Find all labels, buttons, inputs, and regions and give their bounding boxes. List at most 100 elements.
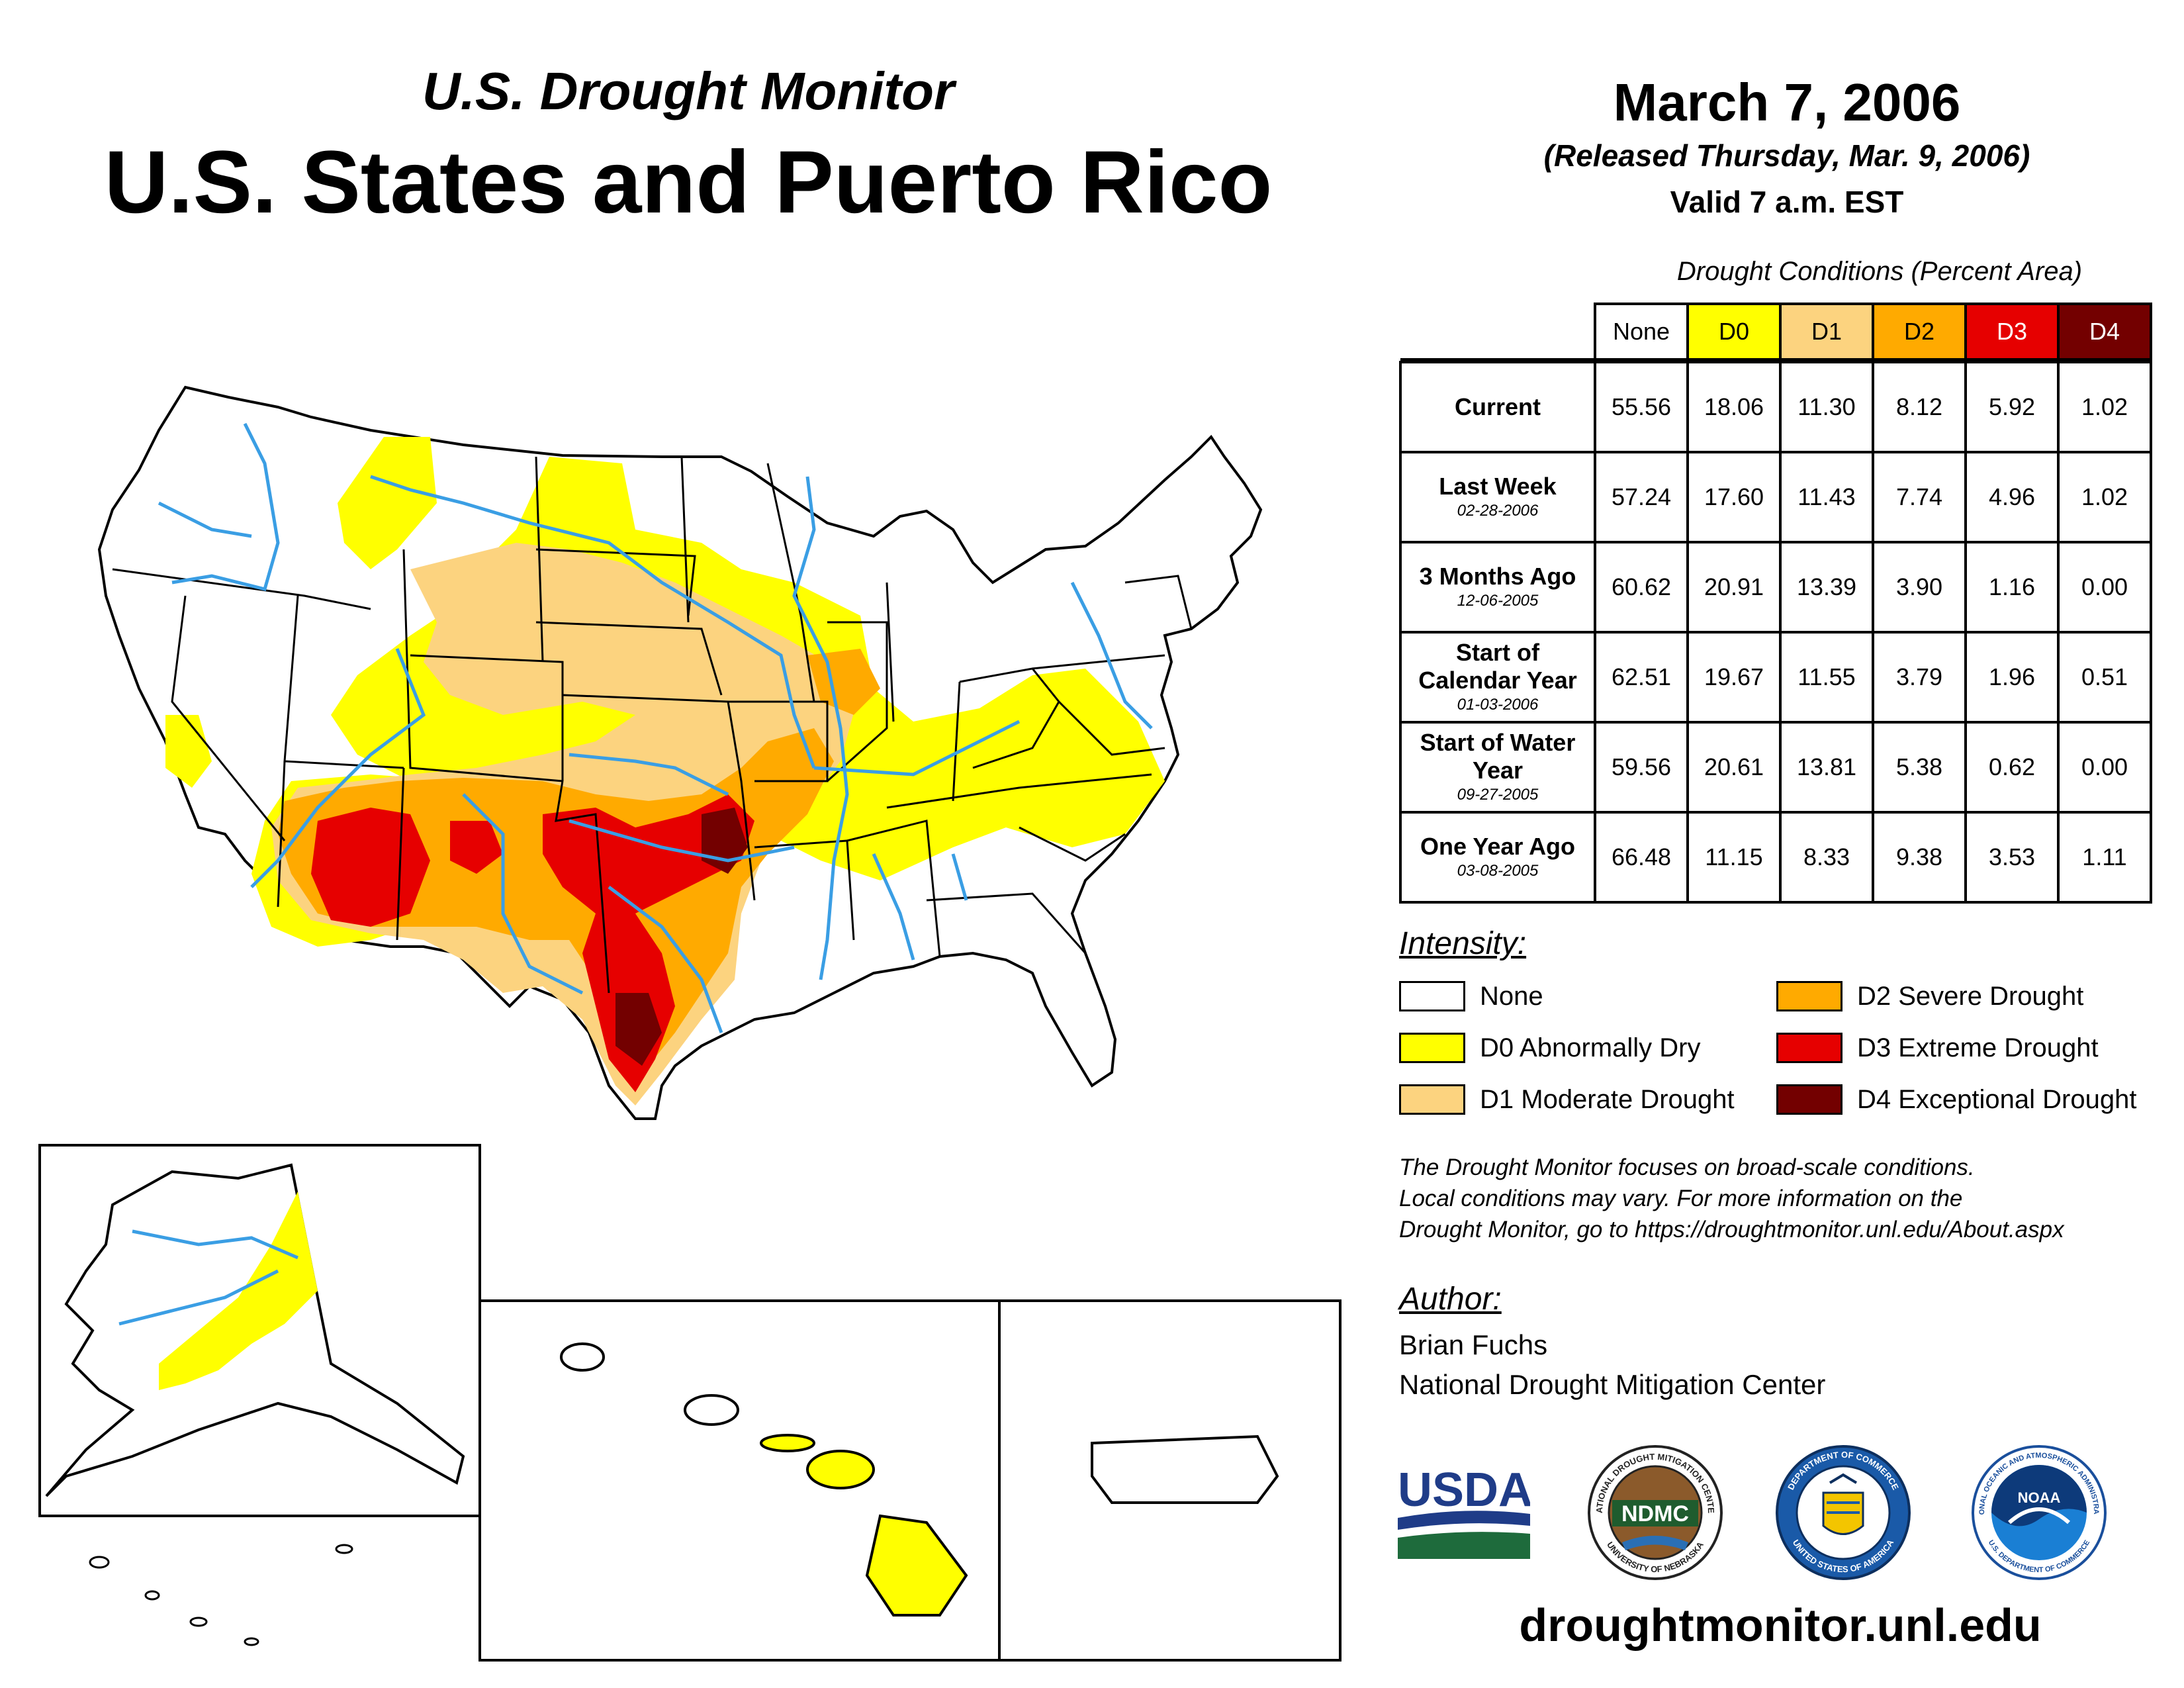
table-cell: 18.06 (1686, 361, 1782, 453)
author-name: Brian Fuchs (1399, 1329, 1548, 1360)
column-header-d1: D1 (1779, 303, 1874, 361)
table-cell: 8.33 (1779, 811, 1874, 904)
legend-label: None (1480, 981, 1543, 1011)
website-link[interactable]: droughtmonitor.unl.edu (1519, 1599, 2042, 1651)
row-label: Start of Water Year 09-27-2005 (1399, 721, 1596, 814)
table-cell: 11.15 (1686, 811, 1782, 904)
legend-swatch (1776, 981, 1843, 1011)
table-cell: 8.12 (1872, 361, 1967, 453)
table-row: Start of Water Year 09-27-2005 59.56 20.61 1… (1399, 721, 2152, 814)
legend-title: Intensity: (1399, 926, 1527, 961)
table-cell: 5.92 (1964, 361, 2060, 453)
table-row: Start of Calendar Year 01-03-2006 62.51 19.… (1399, 631, 2152, 724)
alaska-d0 (159, 1192, 318, 1390)
table-cell: 55.56 (1594, 361, 1689, 453)
table-cell: 11.55 (1779, 631, 1874, 724)
d4-area (615, 808, 748, 1066)
legend-item-d1: D1 Moderate Drought (1399, 1084, 1735, 1115)
table-cell: 66.48 (1594, 811, 1689, 904)
noaa-logo-text: NOAA (2018, 1489, 2061, 1506)
table-row: Current 55.56 18.06 11.30 8.12 5.92 1.02 (1399, 361, 2152, 453)
alaska-inset (38, 1144, 481, 1646)
table-cell: 11.43 (1779, 451, 1874, 543)
row-date: 03-08-2005 (1457, 862, 1539, 880)
drought-map (38, 385, 1342, 1662)
legend-item-d0: D0 Abnormally Dry (1399, 1033, 1700, 1063)
hawaii-inset (478, 1299, 1001, 1662)
table-cell: 20.61 (1686, 721, 1782, 814)
column-header-d4: D4 (2057, 303, 2152, 361)
table-cell: 1.16 (1964, 541, 2060, 633)
note-line: The Drought Monitor focuses on broad-sca… (1399, 1154, 1975, 1180)
table-cell: 19.67 (1686, 631, 1782, 724)
table-cell: 11.30 (1779, 361, 1874, 453)
state-borders (112, 456, 1193, 994)
row-label-text: One Year Ago (1420, 833, 1576, 860)
row-label: One Year Ago 03-08-2005 (1399, 811, 1596, 904)
table-caption: Drought Conditions (Percent Area) (1676, 257, 2083, 286)
usda-logo-text: USDA (1398, 1464, 1530, 1517)
row-label-text: 3 Months Ago (1419, 563, 1576, 590)
table-cell: 3.79 (1872, 631, 1967, 724)
table-cell: 17.60 (1686, 451, 1782, 543)
hawaii-islands (560, 1342, 968, 1617)
row-label-text: Last Week (1439, 473, 1557, 500)
row-date: 02-28-2006 (1457, 502, 1539, 520)
legend-label: D3 Extreme Drought (1857, 1033, 2099, 1062)
table-corner (1400, 304, 1596, 361)
legend-swatch (1399, 1033, 1465, 1063)
table-cell: 0.62 (1964, 721, 2060, 814)
legend-swatch (1399, 981, 1465, 1011)
column-header-none: None (1594, 303, 1689, 361)
table-cell: 9.38 (1872, 811, 1967, 904)
table-cell: 1.02 (2057, 361, 2152, 453)
table-cell: 1.02 (2057, 451, 2152, 543)
legend-label: D4 Exceptional Drought (1857, 1084, 2137, 1114)
legend-label: D2 Severe Drought (1857, 981, 2084, 1011)
row-label-text: Current (1454, 393, 1541, 420)
legend-item-d2: D2 Severe Drought (1776, 981, 2083, 1011)
date-block: March 7, 2006 (Released Thursday, Mar. 9… (1456, 70, 2118, 222)
table-row: 3 Months Ago 12-06-2005 60.62 20.91 13.39 3.9… (1399, 541, 2152, 633)
commerce-seal-logo: DEPARTMENT OF COMMERCE UNITED STATES OF … (1776, 1445, 1911, 1580)
noaa-logo: NOAA NATIONAL OCEANIC AND ATMOSPHERIC AD… (1970, 1443, 2107, 1580)
table-cell: 5.38 (1872, 721, 1967, 814)
legend-swatch (1776, 1033, 1843, 1063)
column-header-d3: D3 (1964, 303, 2060, 361)
legend-item-d3: D3 Extreme Drought (1776, 1033, 2099, 1063)
table-cell: 0.51 (2057, 631, 2152, 724)
drought-stats-table: None D0 D1 D2 D3 D4 Current 55.56 18.06 11.… (1399, 303, 2152, 904)
row-label-text: Start of Water Year (1420, 729, 1576, 784)
table-cell: 60.62 (1594, 541, 1689, 633)
table-cell: 3.90 (1872, 541, 1967, 633)
map-date: March 7, 2006 (1613, 73, 1961, 132)
row-label: Current (1399, 361, 1596, 453)
ndmc-logo-text: NDMC (1621, 1501, 1689, 1526)
note-line: Local conditions may vary. For more info… (1399, 1186, 1963, 1211)
legend-label: D0 Abnormally Dry (1480, 1033, 1701, 1062)
table-row: One Year Ago 03-08-2005 66.48 11.15 8.33 9.38… (1399, 811, 2152, 904)
row-date: 09-27-2005 (1457, 786, 1539, 804)
row-date: 01-03-2006 (1457, 696, 1539, 714)
info-note: The Drought Monitor focuses on broad-sca… (1399, 1152, 2180, 1245)
table-cell: 59.56 (1594, 721, 1689, 814)
legend-item-d4: D4 Exceptional Drought (1776, 1084, 2136, 1115)
aleutian-islands (89, 1544, 353, 1646)
author-organization: National Drought Mitigation Center (1399, 1369, 1826, 1400)
note-line: Drought Monitor, go to https://droughtmo… (1399, 1217, 2064, 1243)
ndmc-logo: NDMC NATIONAL DROUGHT MITIGATION CENTER … (1586, 1443, 1723, 1580)
alaska-rivers (118, 1229, 298, 1326)
conus-map (97, 385, 1263, 1120)
table-cell: 7.74 (1872, 451, 1967, 543)
valid-time: Valid 7 a.m. EST (1670, 185, 1904, 219)
table-cell: 3.53 (1964, 811, 2060, 904)
legend-swatch (1776, 1084, 1843, 1115)
row-label: 3 Months Ago 12-06-2005 (1399, 541, 1596, 633)
table-gap-cell (1400, 358, 2151, 363)
row-label: Last Week 02-28-2006 (1399, 451, 1596, 543)
map-title: U.S. States and Puerto Rico (104, 133, 1273, 232)
puerto-rico-inset (998, 1299, 1342, 1662)
puerto-rico-outline (1091, 1434, 1279, 1504)
usda-logo: USDA (1398, 1464, 1530, 1559)
table-cell: 0.00 (2057, 721, 2152, 814)
